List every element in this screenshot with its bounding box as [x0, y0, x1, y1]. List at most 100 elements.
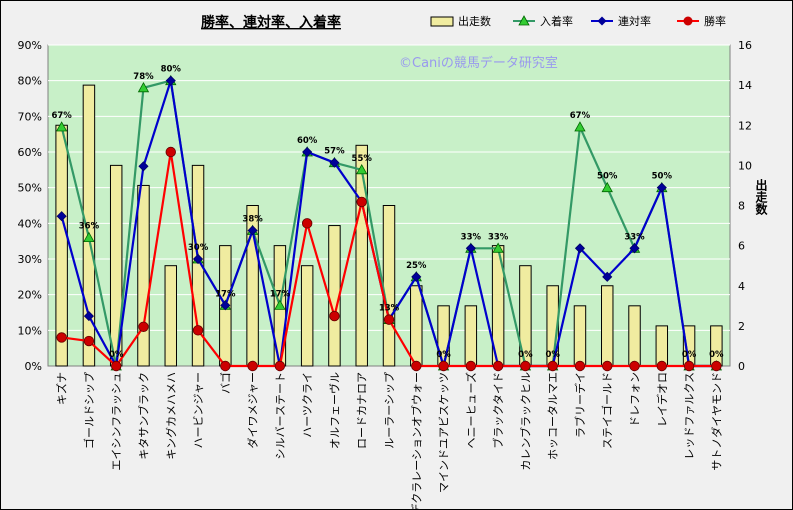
x-category-labels: キズナ ゴールドシップ エイシンフラッシュ キタサンブラック キングカメハメハ ハービンジ…: [55, 372, 724, 509]
diamond-marker: [602, 271, 613, 282]
legend-marker: [683, 16, 693, 26]
triangle-marker: [574, 121, 586, 132]
x-category-label: オルフェーヴル: [327, 372, 341, 449]
y-left-tick-label: 90%: [18, 39, 42, 52]
x-category-label: キタサンブラック: [136, 372, 150, 460]
data-label: 17%: [270, 289, 291, 299]
data-label: 50%: [597, 172, 618, 182]
x-category-label: キズナ: [55, 372, 69, 405]
gridlines: [48, 44, 730, 331]
y-right-tick-label: 8: [738, 200, 745, 213]
circle-marker: [438, 360, 449, 372]
circle-marker: [383, 314, 395, 325]
legend-label: 連対率: [618, 14, 651, 28]
x-category-label: レッドファルクス: [683, 372, 696, 460]
runs-bar: [382, 205, 396, 367]
legend-label: 出走数: [458, 14, 491, 28]
legend-label: 入着率: [540, 14, 573, 28]
data-label: 36%: [79, 222, 100, 232]
data-label: 33%: [488, 232, 509, 242]
circle-marker: [165, 146, 176, 158]
data-label: 55%: [352, 154, 373, 164]
x-category-label: ステイゴールド: [600, 372, 614, 449]
data-label: 67%: [570, 111, 591, 121]
x-category-label: デクラレーションオブウォー: [409, 372, 423, 509]
x-category-label: ロードカナロア: [356, 372, 369, 449]
y-left-tick-label: 10%: [18, 324, 42, 337]
diamond-marker: [574, 243, 586, 254]
y-left-tick-label: 40%: [18, 217, 42, 230]
x-category-label: サトノダイヤモンド: [709, 372, 723, 471]
runs-bar: [410, 285, 423, 367]
circle-marker: [683, 360, 695, 372]
data-label: 13%: [379, 304, 400, 314]
runs-bar: [191, 164, 205, 367]
x-category-label: バゴ: [218, 372, 232, 394]
runs-bar: [82, 84, 96, 367]
data-label: 0%: [545, 350, 560, 360]
triangle-marker: [601, 181, 613, 193]
y-left-tick-label: 60%: [18, 146, 42, 159]
data-label: 57%: [324, 147, 345, 157]
data-label: 25%: [406, 261, 427, 271]
axes: 0% 10% 20% 30% 40% 50% 60% 70% 80% 90% 0 2 4 6 8 10 12 14…: [18, 39, 752, 373]
circle-marker: [83, 335, 95, 347]
diamond-marker: [629, 243, 640, 254]
data-label: 30%: [188, 243, 209, 253]
circle-marker: [574, 360, 586, 372]
diamond-marker: [329, 157, 340, 168]
y-right-tick-label: 4: [738, 280, 745, 293]
circle-marker: [492, 360, 504, 372]
y-left-tick-label: 70%: [18, 110, 42, 123]
runs-bar: [601, 285, 614, 367]
x-category-label: カレンブラックヒル: [518, 372, 532, 471]
chart-title: 勝率、連対率、入着率: [201, 14, 341, 31]
y-right-tick-label: 0: [738, 360, 745, 373]
diamond-marker: [56, 211, 67, 222]
circle-marker: [656, 360, 668, 372]
y-right-tick-label: 2: [738, 320, 745, 333]
x-category-label: キングカメハメハ: [164, 372, 178, 460]
data-label: 78%: [133, 72, 154, 82]
y-left-tick-label: 30%: [18, 253, 42, 266]
circle-marker: [192, 325, 204, 336]
diamond-marker: [465, 243, 476, 254]
diamond-marker: [192, 253, 204, 265]
data-label: 80%: [161, 65, 182, 75]
diamond-marker: [165, 75, 176, 86]
y-left-tick-label: 20%: [18, 289, 42, 302]
circle-marker: [602, 360, 613, 372]
legend-label: 勝率: [704, 14, 726, 28]
circle-marker: [247, 360, 258, 372]
runs-bar: [300, 265, 314, 367]
diamond-marker: [302, 146, 313, 158]
y-right-tick-label: 16: [738, 39, 752, 52]
data-label: 33%: [624, 232, 645, 242]
diamond-marker: [138, 161, 149, 172]
circle-marker: [110, 360, 122, 372]
y-left-tick-label: 0%: [25, 360, 42, 373]
x-category-label: シルバーステート: [274, 372, 287, 459]
x-category-label: ドレフォン: [629, 372, 642, 427]
y-right-tick-label: 12: [738, 119, 752, 132]
runs-bar: [573, 305, 587, 367]
x-category-label: ホッコータルマエ: [547, 372, 560, 460]
runs-bar: [137, 184, 150, 367]
circle-marker: [356, 196, 367, 208]
x-category-label: エイシンフラッシュ: [110, 372, 123, 471]
x-category-label: ラブリーデイ: [573, 372, 587, 438]
circle-marker: [520, 360, 531, 372]
data-label: 38%: [242, 214, 263, 224]
runs-bar: [55, 124, 68, 367]
circle-marker: [711, 360, 722, 372]
y-left-tick-label: 50%: [18, 182, 42, 195]
legend: 出走数 入着率 連対率 勝率: [430, 14, 726, 28]
x-category-label: ルーラーシップ: [383, 372, 396, 449]
triangle-marker: [137, 81, 150, 93]
circle-marker: [274, 360, 286, 372]
legend-marker: [597, 16, 607, 26]
circle-marker: [465, 360, 477, 372]
data-label: 67%: [51, 111, 72, 121]
data-label: 0%: [518, 350, 533, 360]
